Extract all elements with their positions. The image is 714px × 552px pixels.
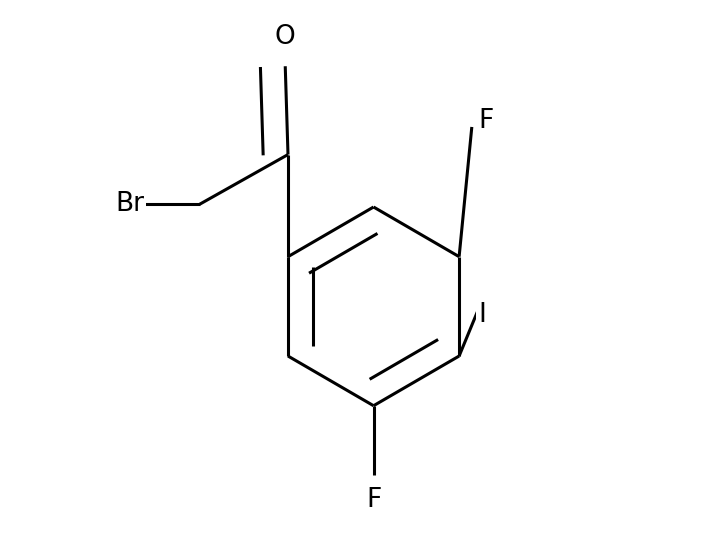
Text: F: F [366,487,381,513]
Text: I: I [478,301,486,328]
Text: F: F [478,108,493,135]
Text: Br: Br [115,191,144,217]
Text: O: O [275,24,296,50]
